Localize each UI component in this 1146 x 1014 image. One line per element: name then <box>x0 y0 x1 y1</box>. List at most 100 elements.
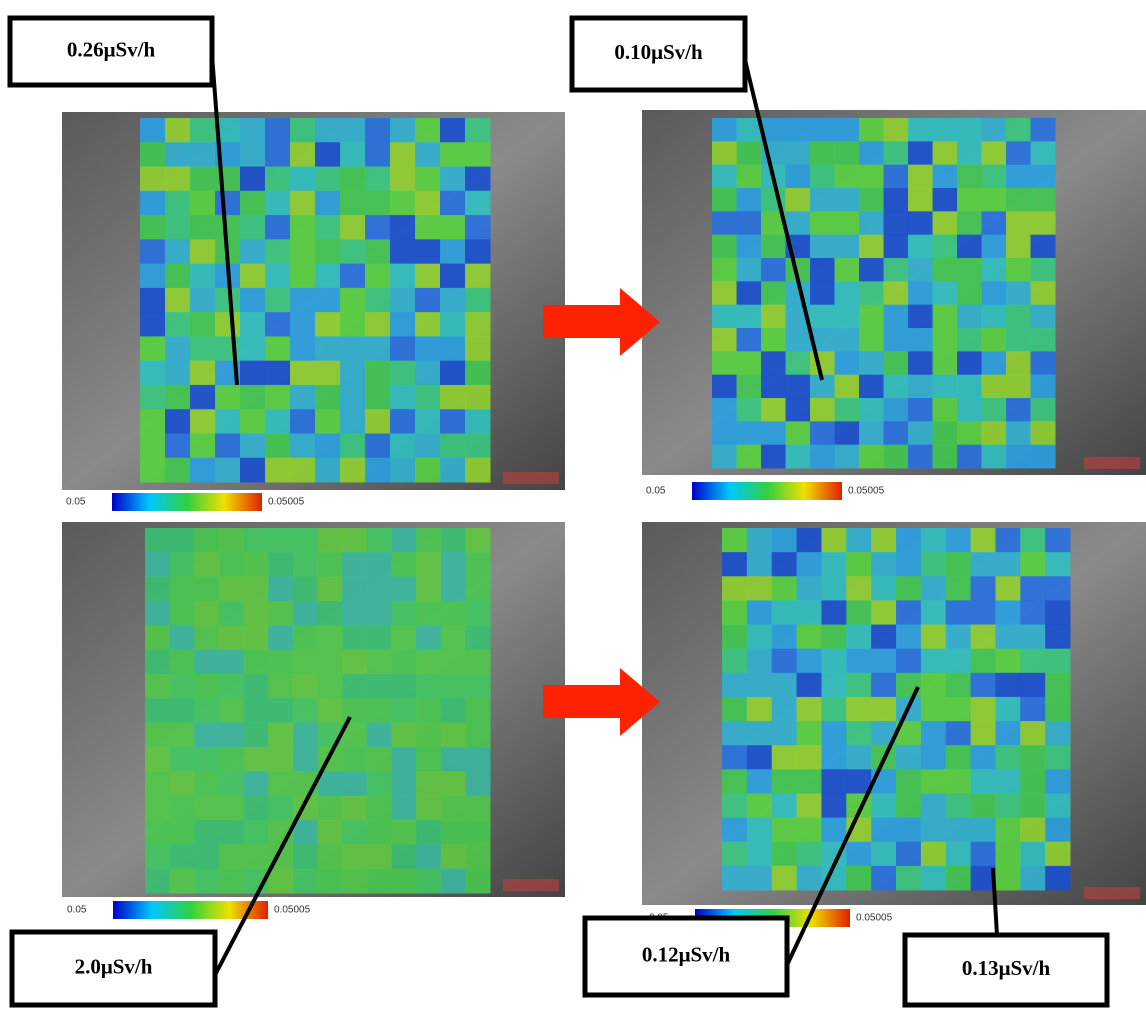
heat-cell <box>244 723 269 748</box>
heat-cell <box>797 842 822 867</box>
heat-cell <box>145 601 170 626</box>
heat-cell <box>367 552 392 577</box>
heat-cell <box>933 211 958 235</box>
heat-cell <box>846 842 871 867</box>
heat-cell <box>219 747 244 772</box>
heat-cell <box>240 336 266 361</box>
heat-cell <box>737 258 762 282</box>
heat-cell <box>737 351 762 375</box>
heat-cell <box>140 312 166 337</box>
heat-cell <box>465 820 490 845</box>
heat-cell <box>465 577 490 602</box>
heat-cell <box>240 312 266 337</box>
heat-cell <box>390 239 416 264</box>
heat-cell <box>810 351 835 375</box>
heat-cell <box>416 650 441 675</box>
heat-cell <box>821 697 846 722</box>
colorbar-min: 0.05 <box>646 486 666 497</box>
heat-cell <box>140 409 166 434</box>
heat-cell <box>140 264 166 289</box>
heat-cell <box>772 745 797 770</box>
heat-cell <box>896 625 921 650</box>
heat-cell <box>995 769 1020 794</box>
heat-cell <box>318 869 343 894</box>
heat-cell <box>821 745 846 770</box>
heat-cell <box>1006 118 1031 142</box>
heat-cell <box>340 336 366 361</box>
heat-cell <box>415 288 441 313</box>
heat-cell <box>265 312 291 337</box>
heat-cell <box>908 118 933 142</box>
heat-cell <box>315 264 341 289</box>
heat-cell <box>737 188 762 212</box>
heat-cell <box>722 552 747 577</box>
heat-cell <box>265 167 291 192</box>
heat-cell <box>946 625 971 650</box>
heat-cell <box>390 288 416 313</box>
heat-cell <box>846 866 871 891</box>
heat-cell <box>995 818 1020 843</box>
heat-cell <box>465 336 491 361</box>
heat-cell <box>390 264 416 289</box>
heat-cell <box>797 818 822 843</box>
heat-cell <box>846 745 871 770</box>
heat-cell <box>908 398 933 422</box>
heat-cell <box>367 796 392 821</box>
heat-cell <box>342 747 367 772</box>
heat-cell <box>835 165 860 189</box>
heat-cell <box>1006 258 1031 282</box>
heat-cell <box>797 576 822 601</box>
heat-cell <box>465 625 490 650</box>
heat-cell <box>995 697 1020 722</box>
heat-cell <box>367 601 392 626</box>
heat-cell <box>165 336 191 361</box>
heat-cell <box>340 433 366 458</box>
heat-cell <box>835 445 860 469</box>
heat-cell <box>315 239 341 264</box>
heat-cell <box>165 361 191 386</box>
heat-cell <box>933 258 958 282</box>
heat-cell <box>145 723 170 748</box>
watermark <box>1084 887 1140 899</box>
heat-cell <box>896 576 921 601</box>
heat-cell <box>391 552 416 577</box>
heat-cell <box>315 118 341 143</box>
heat-cell <box>194 698 219 723</box>
heat-cell <box>140 118 166 143</box>
heat-cell <box>1045 552 1070 577</box>
heat-cell <box>390 361 416 386</box>
heat-cell <box>712 328 737 352</box>
heat-cell <box>957 398 982 422</box>
heat-cell <box>884 305 909 329</box>
heat-cell <box>219 528 244 553</box>
panel: 0.050.05005 <box>62 522 565 919</box>
heat-cell <box>884 351 909 375</box>
heat-cell <box>1020 818 1045 843</box>
heat-cell <box>982 351 1007 375</box>
heat-cell <box>971 625 996 650</box>
heat-cell <box>1031 351 1056 375</box>
heat-cell <box>293 528 318 553</box>
heat-cell <box>908 445 933 469</box>
heat-cell <box>835 351 860 375</box>
heat-cell <box>797 600 822 625</box>
heat-cell <box>835 118 860 142</box>
heat-cell <box>415 167 441 192</box>
heat-cell <box>165 458 191 483</box>
heat-cell <box>859 188 884 212</box>
heat-cell <box>971 769 996 794</box>
heat-cell <box>871 600 896 625</box>
heat-cell <box>761 421 786 445</box>
heat-cell <box>908 281 933 305</box>
heat-cell <box>810 188 835 212</box>
heat-cell <box>440 361 466 386</box>
heat-cell <box>215 409 241 434</box>
heat-cell <box>722 793 747 818</box>
heat-cell <box>1006 375 1031 399</box>
heat-cell <box>1031 258 1056 282</box>
heat-cell <box>871 649 896 674</box>
heat-cell <box>390 312 416 337</box>
heat-cell <box>367 820 392 845</box>
heat-cell <box>290 312 316 337</box>
heat-cell <box>933 165 958 189</box>
